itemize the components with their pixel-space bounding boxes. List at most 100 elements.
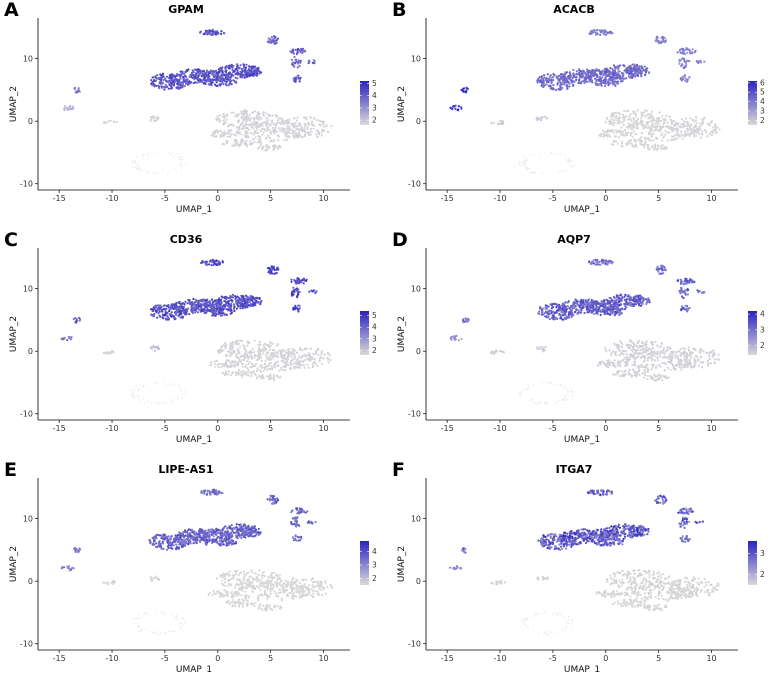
data-point <box>166 75 169 78</box>
data-point <box>624 115 628 118</box>
data-point <box>277 352 280 355</box>
data-point <box>462 89 465 92</box>
data-point <box>174 168 176 170</box>
data-point <box>224 132 227 135</box>
data-point <box>262 131 265 134</box>
data-point <box>688 125 692 128</box>
data-point <box>156 77 159 80</box>
data-point <box>662 38 665 42</box>
data-point <box>566 80 570 83</box>
data-point <box>230 374 233 377</box>
data-point <box>136 165 138 167</box>
data-point <box>288 131 291 135</box>
data-point <box>241 67 244 71</box>
data-point <box>567 313 571 316</box>
data-point <box>294 48 297 51</box>
data-point <box>567 311 571 314</box>
data-point <box>254 66 257 69</box>
data-point <box>162 313 165 316</box>
data-point <box>275 39 278 42</box>
data-point <box>260 376 263 379</box>
data-point <box>66 339 69 342</box>
data-point <box>626 126 629 129</box>
data-point <box>644 137 647 140</box>
data-point <box>635 70 639 73</box>
data-point <box>243 124 246 127</box>
data-point <box>658 127 661 130</box>
data-point <box>137 169 139 172</box>
data-point <box>137 168 139 170</box>
data-point <box>564 305 567 308</box>
data-point <box>654 136 658 139</box>
data-point <box>623 117 626 120</box>
data-point <box>183 80 186 83</box>
data-point <box>217 117 221 120</box>
data-point <box>247 362 250 366</box>
data-point <box>592 305 595 308</box>
data-point <box>680 47 683 50</box>
data-point <box>230 123 233 126</box>
data-point <box>547 80 550 84</box>
data-point <box>546 73 549 76</box>
data-point <box>168 83 171 86</box>
data-point <box>230 83 233 86</box>
data-point <box>320 120 323 123</box>
legend-tick-label: 2 <box>760 116 765 125</box>
data-point <box>138 167 140 169</box>
data-point <box>196 77 199 80</box>
data-point <box>182 309 185 312</box>
data-point <box>78 316 81 320</box>
data-point <box>640 113 643 116</box>
data-point <box>209 302 212 305</box>
data-point <box>697 128 700 131</box>
data-point <box>526 169 529 171</box>
data-point <box>643 146 646 149</box>
data-point <box>269 344 272 347</box>
data-point <box>208 80 211 83</box>
data-point <box>315 118 318 122</box>
data-point <box>151 309 154 312</box>
data-point <box>186 302 189 305</box>
data-point <box>571 165 573 167</box>
data-point <box>599 33 602 37</box>
data-point <box>260 143 263 147</box>
data-point <box>305 347 308 351</box>
data-point <box>229 302 233 306</box>
data-point <box>152 79 156 82</box>
data-point <box>572 80 575 83</box>
data-point <box>613 121 616 125</box>
data-point <box>315 133 318 136</box>
data-point <box>262 347 265 350</box>
data-point <box>605 30 608 33</box>
data-point <box>255 114 258 118</box>
data-point <box>525 167 527 170</box>
data-point <box>197 72 200 75</box>
data-point <box>268 348 271 352</box>
data-point <box>143 168 145 171</box>
data-point <box>227 359 230 362</box>
data-point <box>258 135 262 138</box>
data-point <box>664 133 667 136</box>
data-point <box>629 67 632 70</box>
data-point <box>67 108 70 111</box>
data-point <box>277 117 280 120</box>
data-point <box>242 298 245 301</box>
data-point <box>296 287 299 290</box>
y-tick-label: 0 <box>416 117 421 126</box>
data-point <box>634 132 637 136</box>
data-point <box>546 172 548 174</box>
y-tick-label: 0 <box>28 347 33 356</box>
data-point <box>221 309 224 312</box>
data-point <box>499 122 502 125</box>
data-point <box>160 85 163 88</box>
data-point <box>247 298 250 301</box>
data-point <box>629 64 632 68</box>
data-point <box>236 73 239 76</box>
data-point <box>239 70 242 73</box>
data-point <box>245 110 248 113</box>
data-point <box>179 76 182 79</box>
data-point <box>199 78 202 81</box>
data-point <box>625 110 628 113</box>
data-point <box>188 313 191 316</box>
data-point <box>564 80 567 84</box>
